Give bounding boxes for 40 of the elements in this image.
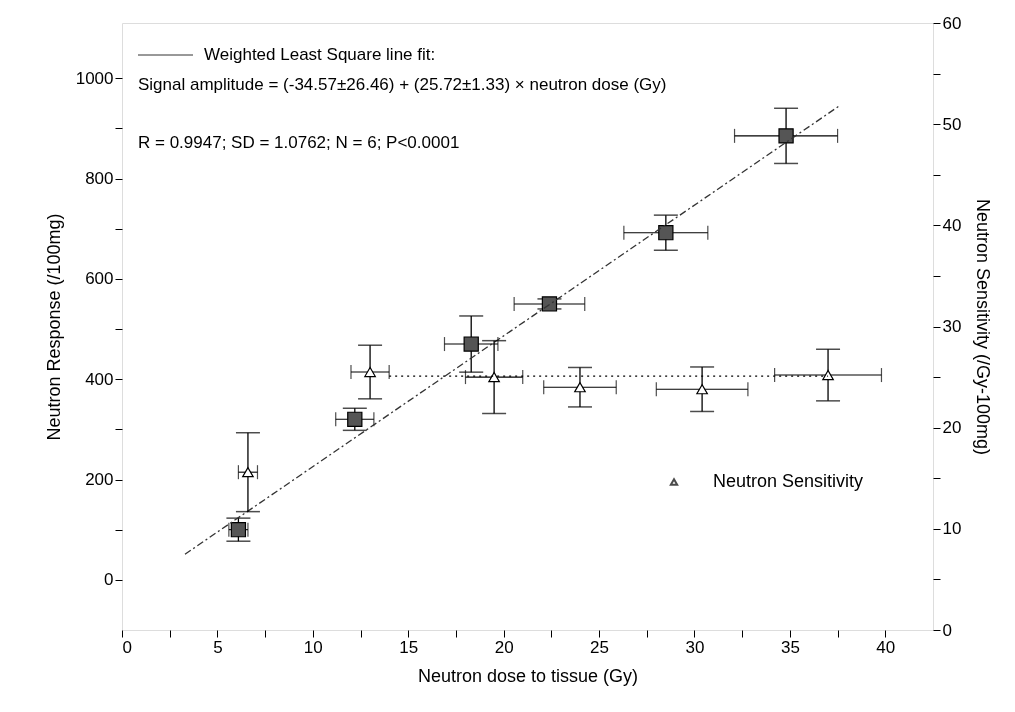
x-tick-label: 35 [780, 637, 800, 657]
y-tick-label: 600 [85, 269, 114, 289]
point [463, 336, 479, 352]
legend-label: Weighted Least Square line fit: [204, 45, 436, 64]
point [574, 382, 586, 393]
legend-label: Neutron Sensitivity [713, 471, 864, 491]
y-axis-title: Neutron Response (/100mg) [43, 213, 64, 441]
point [364, 366, 376, 378]
y-tick-label: 800 [85, 169, 114, 189]
y2-axis-title: Neutron Sensitivity (/Gy-100mg) [973, 198, 994, 456]
x-tick-label: 20 [494, 637, 514, 657]
x-tick-label: 10 [303, 637, 323, 657]
point [347, 411, 363, 427]
point [658, 225, 674, 241]
y2-tick-label: 10 [942, 519, 962, 539]
y-tick-label: 200 [85, 470, 114, 489]
point [778, 128, 794, 144]
point [242, 467, 254, 478]
point [696, 384, 708, 395]
y2-tick-label: 50 [942, 114, 962, 134]
x-tick-label: 25 [590, 637, 610, 657]
point [541, 296, 558, 312]
y2-tick-label: 20 [942, 418, 962, 438]
y-tick-label: 1000 [75, 68, 114, 88]
x-tick-label: 15 [399, 637, 419, 657]
x-axis-title: Neutron dose to tissue (Gy) [417, 665, 639, 686]
y-tick-label: 0 [104, 570, 114, 590]
y-tick-label: 400 [85, 369, 114, 389]
annotation: R = 0.9947; SD = 1.0762; N = 6; P<0.0001 [138, 133, 460, 152]
x-tick-label: 5 [213, 637, 223, 657]
point [822, 369, 834, 381]
annotation: Signal amplitude = (-34.57±26.46) + (25.72±1.33) × neutron dose (Gy) [138, 75, 667, 94]
x-tick-label: 30 [685, 637, 705, 657]
point [488, 371, 500, 383]
y2-tick-label: 0 [942, 620, 952, 640]
y2-tick-label: 40 [942, 215, 962, 235]
x-tick-label: 0 [122, 637, 132, 657]
x-tick-label: 40 [876, 637, 896, 657]
y2-tick-label: 30 [942, 317, 962, 336]
y2-tick-label: 60 [942, 13, 962, 33]
